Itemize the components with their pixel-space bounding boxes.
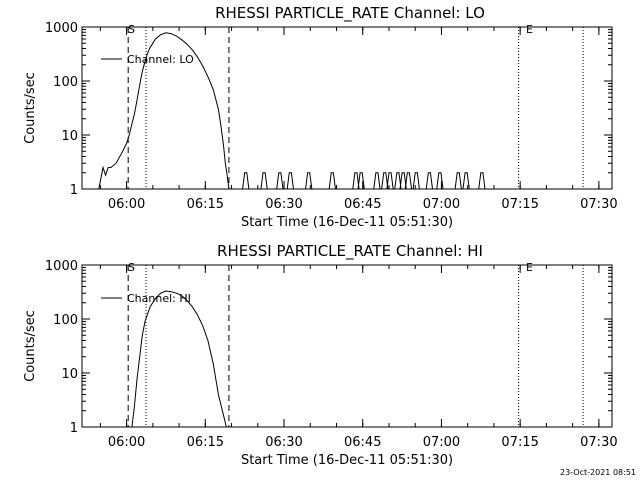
- series-line: [131, 290, 227, 428]
- generated-timestamp: 23-Oct-2021 08:51: [560, 468, 636, 477]
- count-spike: [399, 172, 407, 190]
- start-marker-label: S: [128, 261, 135, 274]
- count-spike: [242, 172, 250, 190]
- y-tick-label: 10: [61, 129, 78, 144]
- count-spike: [286, 172, 294, 190]
- y-tick-label: 1000: [45, 21, 78, 36]
- x-tick-label: 06:15: [187, 197, 224, 212]
- count-spike: [386, 172, 394, 190]
- x-tick-label: 07:15: [501, 197, 538, 212]
- count-spike: [357, 172, 365, 190]
- y-tick-label: 100: [53, 313, 78, 328]
- x-tick-label: 06:45: [344, 197, 381, 212]
- panel-hi: RHESSI PARTICLE_RATE Channel: HI Counts/…: [23, 242, 618, 468]
- y-tick-label: 10: [61, 367, 78, 382]
- count-spike: [454, 172, 462, 190]
- count-spike: [260, 172, 268, 190]
- count-spike: [276, 172, 284, 190]
- x-tick-label: 06:45: [344, 435, 381, 450]
- end-marker-label: E: [526, 23, 533, 36]
- x-tick-label: 07:30: [580, 435, 617, 450]
- end-marker-label: E: [526, 261, 533, 274]
- count-spike: [328, 172, 336, 190]
- x-tick-label: 07:30: [580, 197, 617, 212]
- x-tick-label: 07:15: [501, 435, 538, 450]
- x-tick-label: 06:30: [265, 435, 302, 450]
- x-axis-label: Start Time (16-Dec-11 05:51:30): [241, 453, 453, 468]
- count-spike: [404, 172, 413, 190]
- count-spike: [412, 172, 420, 190]
- x-tick-label: 06:15: [187, 435, 224, 450]
- count-spike: [352, 172, 360, 190]
- plot-frame: [81, 26, 613, 190]
- legend-label: Channel: HI: [127, 292, 191, 305]
- count-spike: [381, 172, 389, 190]
- plot-frame: [81, 264, 613, 428]
- panel-lo: RHESSI PARTICLE_RATE Channel: LO Counts/…: [23, 4, 618, 230]
- x-tick-label: 06:30: [265, 197, 302, 212]
- count-spike: [425, 172, 434, 190]
- y-tick-label: 1000: [45, 259, 78, 274]
- chart-title: RHESSI PARTICLE_RATE Channel: HI: [217, 242, 483, 261]
- y-tick-label: 100: [53, 75, 78, 90]
- chart-title: RHESSI PARTICLE_RATE Channel: LO: [215, 4, 485, 23]
- start-marker-label: S: [128, 23, 135, 36]
- series-line: [98, 32, 230, 190]
- x-axis-label: Start Time (16-Dec-11 05:51:30): [241, 215, 453, 230]
- count-spike: [462, 172, 470, 190]
- y-axis-label: Counts/sec: [23, 310, 38, 382]
- x-tick-label: 07:00: [423, 197, 460, 212]
- y-tick-label: 1: [70, 183, 78, 198]
- count-spike: [373, 172, 381, 190]
- count-spike: [394, 172, 402, 190]
- x-tick-label: 06:00: [108, 435, 145, 450]
- y-tick-label: 1: [70, 421, 78, 436]
- count-spike: [305, 172, 313, 190]
- count-spike: [478, 172, 486, 190]
- legend-label: Channel: LO: [127, 53, 194, 66]
- y-axis-label: Counts/sec: [23, 72, 38, 144]
- x-tick-label: 07:00: [423, 435, 460, 450]
- x-tick-label: 06:00: [108, 197, 145, 212]
- count-spike: [436, 172, 444, 190]
